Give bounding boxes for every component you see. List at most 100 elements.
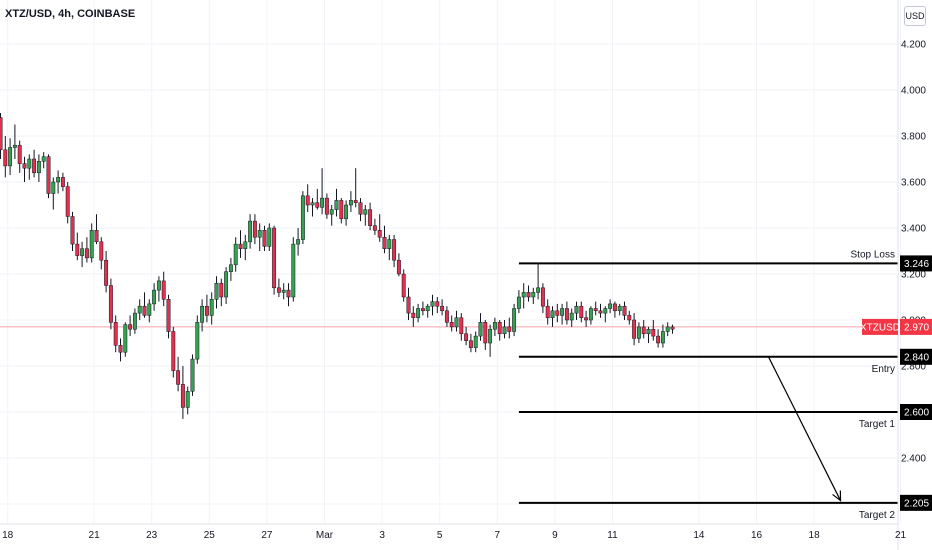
candle-body <box>171 331 176 371</box>
candle-body <box>46 156 51 194</box>
candle-body <box>444 310 449 323</box>
candle <box>272 225 277 295</box>
candle <box>51 177 56 210</box>
candle <box>406 287 411 320</box>
candle-body <box>449 322 454 328</box>
time-tick-label: 27 <box>261 530 273 541</box>
price-tick-label: 4.000 <box>901 86 926 97</box>
candle <box>444 306 449 327</box>
candle <box>248 214 253 249</box>
candle-body <box>464 333 469 341</box>
candle <box>104 251 109 293</box>
candle <box>372 218 377 235</box>
candle <box>464 326 469 346</box>
currency-button[interactable]: USD <box>904 6 926 26</box>
candle-body <box>27 158 32 169</box>
candle-body <box>584 317 589 321</box>
candle <box>396 253 401 277</box>
candle-body <box>252 220 257 238</box>
candle-body <box>257 230 262 238</box>
candle-body <box>156 280 161 291</box>
candle <box>411 306 416 327</box>
candle-body <box>377 230 382 238</box>
candle <box>440 299 445 316</box>
candle <box>665 322 670 337</box>
candle <box>324 193 329 219</box>
candle <box>358 198 363 222</box>
candle <box>536 262 541 300</box>
level-price-tag-value: 2.600 <box>904 408 929 419</box>
candle-body <box>368 209 373 226</box>
candle <box>200 299 205 332</box>
candle <box>300 191 305 245</box>
candle <box>161 271 166 307</box>
candle-body <box>104 259 109 286</box>
candle <box>651 320 656 341</box>
candle <box>70 211 75 251</box>
price-tick-label: 4.200 <box>901 40 926 51</box>
candle-body <box>94 230 99 243</box>
candle <box>152 283 157 311</box>
candle-body <box>286 289 291 298</box>
candle <box>214 276 219 309</box>
candle-body <box>492 322 497 330</box>
candle-body <box>3 149 8 167</box>
candle <box>0 113 3 159</box>
candle-body <box>540 287 545 307</box>
candle <box>492 317 497 337</box>
candle <box>8 138 13 176</box>
candle <box>276 278 281 297</box>
candle-body <box>641 326 646 335</box>
candle-body <box>531 292 536 298</box>
time-tick-label: 14 <box>693 530 705 541</box>
candle-body <box>516 296 521 309</box>
level-price-tag <box>900 255 932 272</box>
candle <box>228 257 233 281</box>
candle-body <box>320 197 325 208</box>
candle-body <box>454 317 459 328</box>
candle-body <box>243 241 248 249</box>
price-tick-label: 3.600 <box>901 178 926 189</box>
candle-body <box>180 384 185 408</box>
candle <box>560 303 565 325</box>
candle <box>180 366 185 419</box>
candle <box>128 315 133 337</box>
time-tick-label: 23 <box>146 530 158 541</box>
candle-body <box>329 209 334 215</box>
candle-body <box>228 264 233 272</box>
candle <box>516 290 521 314</box>
time-tick-label: 16 <box>751 530 763 541</box>
candle <box>281 283 286 300</box>
time-tick-label: 18 <box>2 530 14 541</box>
arrow-head <box>832 490 842 502</box>
candle-body <box>406 296 411 314</box>
candle <box>142 292 147 318</box>
candle <box>262 225 267 251</box>
price-tick-label: 3.200 <box>901 270 926 281</box>
candle-body <box>0 117 3 151</box>
candle-body <box>147 303 152 316</box>
candle <box>608 299 613 314</box>
candle <box>209 292 214 325</box>
candle-body <box>113 322 118 346</box>
candle <box>75 232 80 261</box>
candle-body <box>195 322 200 360</box>
candle-body <box>41 156 46 162</box>
candle-body <box>473 335 478 348</box>
level-price-tag <box>900 494 932 511</box>
candle <box>670 324 675 334</box>
candle-body <box>651 328 656 337</box>
price-tick-label: 2.400 <box>901 454 926 465</box>
candle-body <box>550 310 555 318</box>
level-label: Entry <box>872 364 895 375</box>
chart-title: XTZ/USD, 4h, COINBASE <box>5 8 136 20</box>
time-tick-label: Mar <box>316 530 334 541</box>
candle-body <box>560 308 565 316</box>
candle <box>171 326 176 378</box>
candle-body <box>142 305 147 316</box>
candle <box>305 184 310 212</box>
candle <box>27 154 32 180</box>
candle-body <box>118 345 123 353</box>
candle <box>584 310 589 327</box>
